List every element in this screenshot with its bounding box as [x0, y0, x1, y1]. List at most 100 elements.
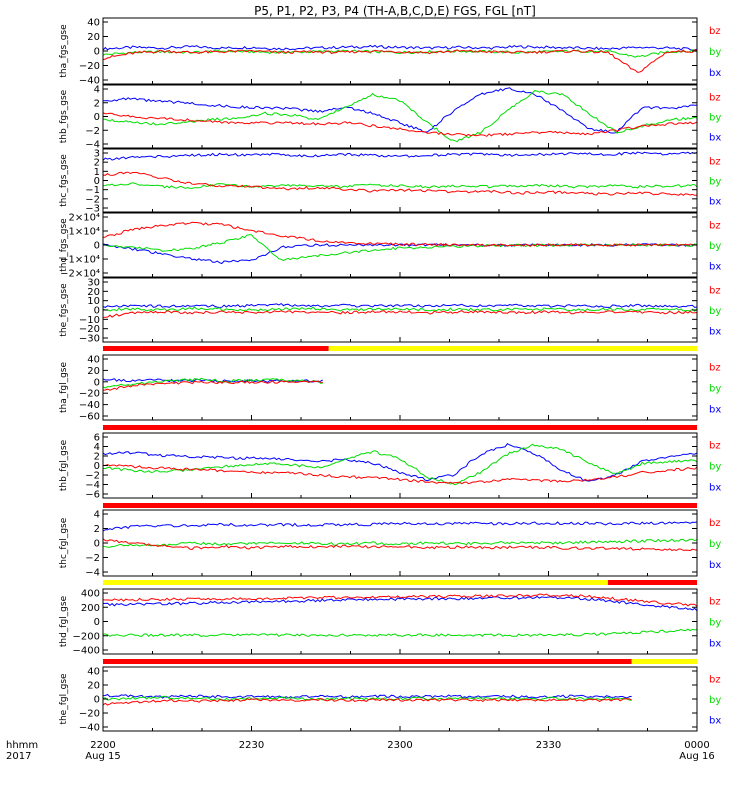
status-bar-segment [631, 659, 697, 664]
series-by-line [103, 443, 697, 486]
y-tick-label: −20 [79, 709, 100, 720]
legend-by: by [709, 306, 721, 317]
y-tick-label: 2 [94, 524, 100, 535]
y-tick-label: −6 [85, 490, 100, 501]
y-tick-label: 40 [87, 355, 100, 366]
y-tick-label: −2 [85, 194, 100, 205]
status-bars [103, 346, 697, 664]
panel-the_fgl_gse: 40 20 0 −20 −40 the_fgl_gse bz by bx [59, 666, 721, 734]
legend-bx: bx [709, 715, 721, 726]
series-bz-line [103, 380, 323, 391]
y-tick-label: −10 [79, 315, 100, 326]
legend-bz: bz [709, 156, 721, 167]
series-bx-line [103, 243, 697, 265]
series-bx-line [103, 443, 697, 482]
series-bz-line [103, 697, 632, 706]
y-axis-label: thb_fgs_gse [59, 89, 69, 143]
panel-frame [102, 84, 698, 149]
status-bar-segment [607, 580, 697, 585]
legend-by: by [709, 618, 721, 629]
y-tick-label: 2 [94, 158, 100, 169]
panel-thc_fgl_gse: 4 2 0 −2 −4 thc_fgl_gse bz by bx [59, 509, 721, 579]
y-tick-label: 1 [94, 167, 100, 178]
legend-bx: bx [709, 638, 721, 649]
y-tick-label: −2 [85, 471, 100, 482]
series-bz-line [103, 464, 697, 485]
series-by-line [103, 306, 697, 312]
y-tick-label: −400 [73, 646, 100, 657]
series-by-line [103, 90, 697, 143]
legend-by: by [709, 384, 721, 395]
series-bx-line [103, 44, 697, 51]
legend-bx: bx [709, 326, 721, 337]
legend-bz: bz [709, 221, 721, 232]
y-tick-label: −2 [85, 553, 100, 564]
y-tick-label: −40 [79, 723, 100, 734]
y-tick-label: −1×10⁴ [60, 255, 100, 266]
legend-bx: bx [709, 133, 721, 144]
panel-tha_fgs_gse: 40 20 0 −20 −40 tha_fgs_gse bz by bx [59, 17, 721, 87]
y-tick-label: 2 [94, 98, 100, 109]
legend-bz: bz [709, 26, 721, 37]
y-tick-label: −20 [79, 61, 100, 72]
panel-frame [102, 148, 698, 213]
y-tick-label: 4 [94, 510, 100, 521]
y-tick-label: −3 [85, 204, 100, 215]
y-tick-label: 1×10⁴ [69, 227, 100, 238]
legend-bz: bz [709, 92, 721, 103]
y-tick-label: 0 [94, 539, 100, 550]
legend-bz: bz [709, 597, 721, 608]
series-bz-line [103, 221, 697, 247]
y-tick-label: 0 [94, 377, 100, 388]
x-tick-date: Aug 16 [679, 751, 714, 762]
panel-frame [102, 277, 698, 343]
legend-by: by [709, 113, 721, 124]
y-axis-label: thb_fgl_gse [59, 439, 69, 491]
y-tick-label: −2 [85, 126, 100, 137]
series-bx-line [103, 87, 697, 134]
panel-thb_fgs_gse: 4 2 0 −2 −4 thb_fgs_gse bz by bx [59, 84, 721, 151]
y-tick-label: −20 [79, 389, 100, 400]
series-by-line [103, 695, 632, 701]
series-bx-line [103, 693, 632, 699]
legend-bx: bx [709, 197, 721, 208]
y-tick-label: 400 [81, 589, 100, 600]
y-tick-label: 40 [87, 18, 100, 29]
y-tick-label: 20 [87, 681, 100, 692]
panel-frame [102, 354, 698, 421]
status-bar-segment [103, 503, 697, 508]
y-axis-label: thc_fgs_gse [59, 154, 69, 207]
status-bar-segment [103, 659, 632, 664]
status-bar-segment [328, 346, 697, 351]
status-bar-segment [103, 580, 608, 585]
y-tick-label: 40 [87, 667, 100, 678]
legend-bz: bz [709, 518, 721, 529]
y-tick-label: 20 [87, 32, 100, 43]
y-axis-label: thc_fgl_gse [59, 517, 69, 568]
y-tick-label: −1 [85, 185, 100, 196]
x-tick-label: 2200 [90, 740, 115, 751]
y-tick-label: −20 [79, 324, 100, 335]
x-axis-row2-label: 2017 [6, 751, 31, 762]
legend-bz: bz [709, 363, 721, 374]
legend-bz: bz [709, 441, 721, 452]
y-tick-label: −4 [85, 140, 100, 151]
y-tick-label: −4 [85, 480, 100, 491]
series-bx-line [103, 595, 697, 612]
y-tick-label: 20 [87, 366, 100, 377]
y-tick-label: 2×10⁴ [69, 213, 100, 224]
y-tick-label: 0 [94, 461, 100, 472]
series-bz-line [103, 593, 697, 607]
series-bz-line [103, 310, 697, 318]
x-tick-label: 2330 [536, 740, 561, 751]
y-axis-label: the_fgs_gse [59, 283, 69, 337]
y-tick-label: 0 [94, 695, 100, 706]
y-tick-label: 0 [94, 112, 100, 123]
y-tick-label: −60 [79, 412, 100, 423]
y-tick-label: 0 [94, 176, 100, 187]
